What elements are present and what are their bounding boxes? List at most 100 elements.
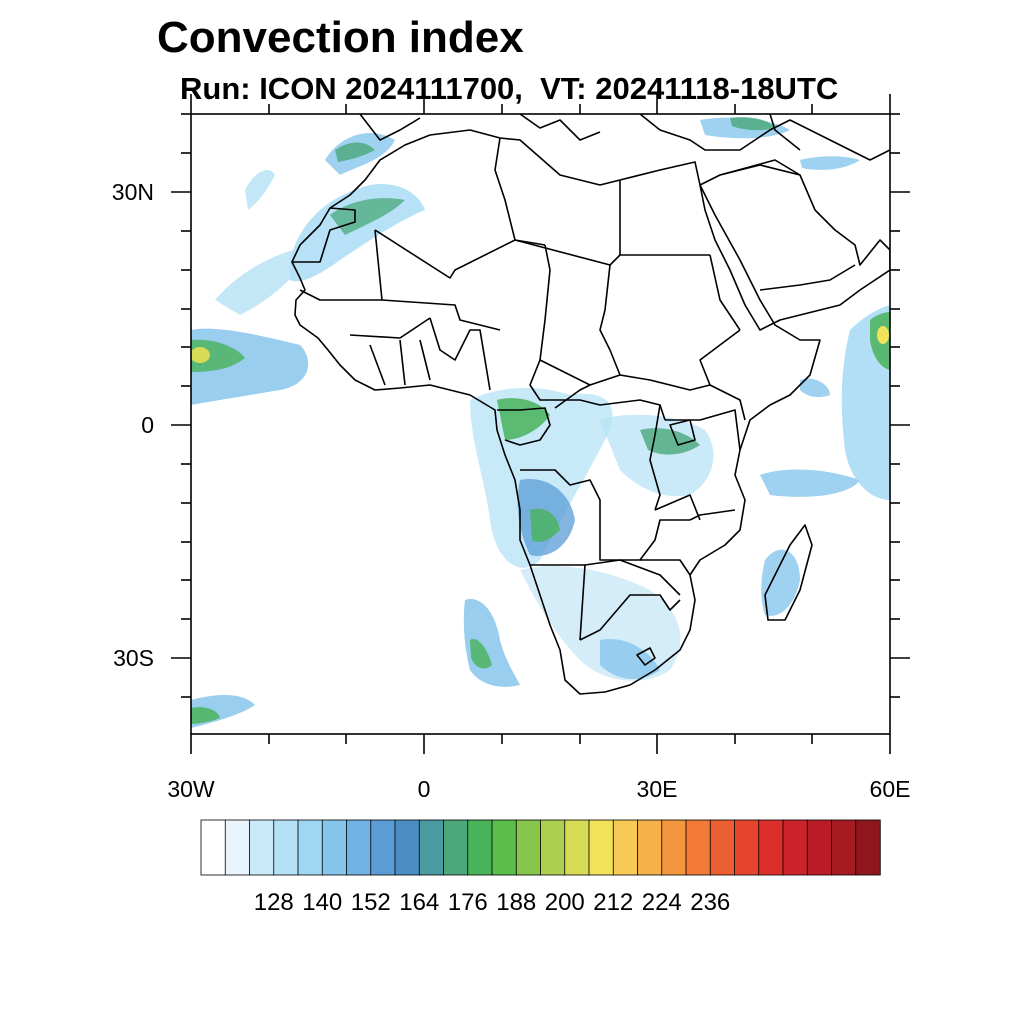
colorbar-swatch <box>224 819 251 876</box>
border <box>539 244 561 371</box>
border <box>497 407 551 446</box>
chart-title: Convection index <box>157 13 524 62</box>
colorbar-swatch <box>249 819 275 876</box>
border <box>494 137 516 241</box>
colorbar-label: 140 <box>302 889 343 916</box>
convection-area <box>245 170 275 210</box>
madagascar-coast <box>764 524 813 621</box>
border <box>579 594 681 641</box>
colorbar-swatch <box>709 819 736 876</box>
colorbar-swatch <box>467 819 493 876</box>
colorbar-label: 224 <box>641 889 682 916</box>
convection-area <box>335 142 375 162</box>
colorbar-swatch <box>806 819 833 876</box>
colorbar-swatch <box>297 819 323 876</box>
border <box>520 469 690 561</box>
colorbar-swatch <box>370 819 396 876</box>
colorbar-label: 164 <box>399 889 440 916</box>
convection-area <box>877 326 889 344</box>
border <box>654 494 701 521</box>
colorbar-label: 236 <box>690 889 731 916</box>
border <box>292 207 356 263</box>
colorbar-label: 152 <box>350 889 391 916</box>
colorbar-swatch <box>831 819 857 876</box>
colorbar-swatch <box>661 819 687 876</box>
colorbar-swatch <box>588 819 614 876</box>
colorbar-swatch <box>540 819 566 876</box>
border <box>699 329 746 421</box>
border <box>599 264 711 391</box>
colorbar-swatch <box>273 819 299 876</box>
colorbar-swatch <box>637 819 663 876</box>
europe-coast <box>769 114 801 151</box>
colorbar-swatch <box>346 819 372 876</box>
border <box>665 409 741 451</box>
lake <box>669 419 696 446</box>
colorbar <box>200 819 881 876</box>
colorbar-swatch <box>782 819 808 876</box>
colorbar-label: 200 <box>544 889 585 916</box>
colorbar-swatch <box>418 819 445 876</box>
border <box>559 369 621 386</box>
colorbar-label: 212 <box>593 889 634 916</box>
colorbar-swatch <box>685 819 711 876</box>
border <box>349 317 431 339</box>
arabia-coast <box>699 164 890 331</box>
border <box>374 229 546 279</box>
border <box>689 509 736 521</box>
border <box>429 317 491 391</box>
colorbar-swatch <box>394 819 420 876</box>
convection-area <box>191 347 210 363</box>
europe-coast <box>359 114 421 141</box>
border <box>640 559 691 576</box>
border <box>649 404 661 511</box>
colorbar-swatch <box>855 819 881 876</box>
convection-area <box>600 639 660 680</box>
lon-label-0: 0 <box>417 776 431 802</box>
lat-label-30n: 30N <box>111 179 154 205</box>
convection-area <box>290 184 425 282</box>
lon-label-30e: 30E <box>636 776 678 802</box>
convection-area <box>470 639 492 669</box>
colorbar-swatch <box>443 819 469 876</box>
colorbar-swatch <box>612 819 639 876</box>
colorbar-swatch <box>200 819 226 876</box>
chart-subtitle: Run: ICON 2024111700, VT: 20241118-18UTC <box>180 71 839 106</box>
convection-field <box>191 117 890 728</box>
colorbar-swatch <box>321 819 348 876</box>
colorbar-label: 188 <box>496 889 537 916</box>
convection-area <box>800 156 860 170</box>
colorbar-label: 128 <box>253 889 294 916</box>
border <box>529 359 666 421</box>
colorbar-swatch <box>515 819 542 876</box>
europe-coast <box>639 114 890 161</box>
convection-area <box>530 508 560 542</box>
convection-area <box>330 198 405 235</box>
colorbar-swatch <box>564 819 590 876</box>
colorbar-swatch <box>734 819 760 876</box>
convection-area <box>191 339 245 372</box>
convection-area <box>800 378 830 398</box>
colorbar-label: 176 <box>447 889 488 916</box>
border <box>369 339 431 386</box>
europe-coast <box>519 114 601 141</box>
border <box>709 254 741 331</box>
border <box>759 264 856 291</box>
lon-label-60e: 60E <box>869 776 911 802</box>
convection-area <box>191 707 220 724</box>
border <box>554 384 591 409</box>
lat-label-eq: 0 <box>141 412 154 438</box>
convection-area <box>760 469 860 497</box>
africa-coastline <box>291 129 821 695</box>
colorbar-swatch <box>758 819 784 876</box>
border <box>299 229 383 301</box>
map-frame <box>171 94 910 754</box>
border <box>514 239 710 266</box>
border <box>636 647 656 666</box>
border <box>719 159 801 176</box>
border <box>381 299 501 331</box>
convection-area <box>761 549 800 616</box>
colorbar-swatch <box>491 819 517 876</box>
border <box>584 559 681 596</box>
